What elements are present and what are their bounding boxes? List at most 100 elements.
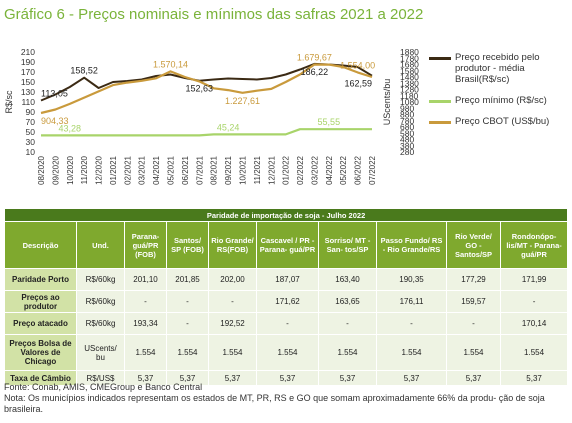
chart-title: Gráfico 6 - Preços nominais e mínimos da… (4, 6, 424, 23)
data-label: 55,55 (318, 117, 341, 127)
table-cell: 171,99 (499, 268, 569, 291)
table-cell: - (124, 290, 167, 313)
y-right-tick-label: 280 (400, 147, 414, 157)
table-cell: - (318, 312, 377, 335)
table-cell: 192,52 (208, 312, 257, 335)
table-cell: 1.554 (208, 334, 257, 371)
data-label: 45,24 (217, 122, 240, 132)
x-tick-label: 04/2021 (152, 155, 161, 184)
legend-item-produtor: Preço recebido pelo produtor - média Bra… (427, 52, 572, 85)
table-cell: - (499, 290, 569, 313)
x-tick-label: 11/2021 (253, 155, 262, 184)
table-row: Preço atacado R$/60kg 193,34-192,52- - - -170… (4, 312, 569, 335)
table-cell: 190,35 (376, 268, 447, 291)
table-cell: 1.554 (124, 334, 167, 371)
data-label: 1.554,00 (340, 60, 375, 70)
table-cell: 177,29 (446, 268, 501, 291)
y-right-tick-label: 880 (400, 110, 414, 120)
table-row-label: Preços Bolsa de Valores de Chicago (4, 334, 77, 371)
y-left-tick-label: 170 (21, 67, 35, 77)
parity-table: Paridade de importação de soja - Julho 2… (3, 208, 569, 386)
x-tick-label: 09/2021 (224, 155, 233, 184)
x-tick-label: 06/2021 (181, 155, 190, 184)
table-header-cell: Cascavel / PR - Parana- guá/PR (256, 221, 319, 269)
x-tick-label: 04/2022 (325, 155, 334, 184)
legend-item-cbot: Preço CBOT (US$/bu) (427, 116, 572, 127)
table-header-cell: Passo Fundo/ RS - Rio Grande/RS (376, 221, 447, 269)
table-header-cell: Und. (76, 221, 125, 269)
series-line-2 (40, 63, 373, 115)
data-label: 1.679,67 (297, 53, 332, 63)
y-right-tick-label: 680 (400, 122, 414, 132)
data-label: 186,22 (301, 67, 329, 77)
table-cell: 1.554 (318, 334, 377, 371)
y-left-tick-label: 30 (26, 137, 36, 147)
legend-swatch-minimo (429, 100, 451, 103)
x-tick-label: 06/2022 (354, 155, 363, 184)
table-caption: Paridade de importação de soja - Julho 2… (3, 208, 569, 222)
x-tick-label: 08/2021 (210, 155, 219, 184)
data-label: 152,63 (186, 84, 214, 94)
table-header-row: Descrição Und. Parana- guá/PR (FOB) Santos/… (4, 221, 569, 269)
y-left-tick-label: 130 (21, 87, 35, 97)
table-cell: 1.554 (499, 334, 569, 371)
y-left-tick-label: 190 (21, 57, 35, 67)
x-tick-label: 11/2020 (80, 155, 89, 184)
x-tick-label: 12/2021 (267, 155, 276, 184)
chart-legend: Preço recebido pelo produtor - média Bra… (427, 52, 572, 137)
x-tick-label: 03/2022 (310, 155, 319, 184)
data-label: 113,05 (41, 88, 68, 98)
y-right-tick-label: 1180 (400, 91, 419, 101)
data-label: 162,59 (344, 79, 372, 89)
table-row-unit: R$/US$ (76, 370, 125, 386)
table-cell: 170,14 (499, 312, 569, 335)
x-tick-label: 03/2021 (138, 155, 147, 184)
y-left-tick-label: 210 (21, 47, 35, 57)
table-row-unit: R$/60kg (76, 268, 125, 291)
data-label: 43,28 (59, 123, 82, 133)
table-cell: 187,07 (256, 268, 319, 291)
table-cell: 5,37 (166, 370, 209, 386)
data-label: 1.570,14 (153, 59, 188, 69)
y-left-tick-label: 50 (26, 127, 36, 137)
table-cell: 5,37 (318, 370, 377, 386)
y-right-axis-label: UScents/bu (382, 79, 392, 126)
table-cell: 1.554 (256, 334, 319, 371)
table-caption-row: Paridade de importação de soja - Julho 2… (3, 208, 569, 222)
y-right-tick-label: 980 (400, 103, 414, 113)
table-header-cell: Santos/ SP (FOB) (166, 221, 209, 269)
table-row-unit: R$/60kg (76, 312, 125, 335)
y-right-tick-label: 1880 (400, 47, 419, 57)
table-cell: 5,37 (256, 370, 319, 386)
table-cell: 5,37 (446, 370, 501, 386)
legend-label-minimo: Preço mínimo (R$/sc) (455, 95, 547, 106)
table-cell: 201,85 (166, 268, 209, 291)
table-row-label: Taxa de Câmbio (4, 370, 77, 386)
table-cell: 201,10 (124, 268, 167, 291)
x-tick-label: 09/2020 (51, 155, 60, 184)
table-cell: - (376, 312, 447, 335)
y-left-tick-label: 10 (26, 147, 36, 157)
data-label: 1.227,61 (225, 96, 260, 106)
table-header-cell: Descrição (4, 221, 77, 269)
legend-label-produtor: Preço recebido pelo produtor - média Bra… (455, 52, 540, 85)
legend-swatch-cbot (429, 121, 451, 124)
data-label: 904,33 (41, 116, 69, 126)
y-right-tick-label: 1480 (400, 72, 419, 82)
x-tick-label: 02/2021 (123, 155, 132, 184)
table-cell: 171,62 (256, 290, 319, 313)
footer: Fonte: Conab, AMIS, CMEGroup e Banco Cen… (4, 382, 572, 415)
x-tick-label: 07/2021 (195, 155, 204, 184)
table-row: Paridade Porto R$/60kg 201,10 201,85 202,00 1… (4, 268, 569, 291)
x-tick-label: 12/2020 (95, 155, 104, 184)
y-left-tick-label: 70 (26, 117, 36, 127)
y-right-tick-label: 780 (400, 116, 414, 126)
y-left-tick-label: 110 (21, 97, 35, 107)
y-right-tick-label: 1280 (400, 85, 419, 95)
table-row-unit: UScents/ bu (76, 334, 125, 371)
table-cell: 5,37 (499, 370, 569, 386)
x-tick-label: 07/2022 (368, 155, 377, 184)
legend-item-minimo: Preço mínimo (R$/sc) (427, 95, 572, 106)
table-row: Taxa de Câmbio R$/US$ 5,37 5,37 5,37 5,37 5,37… (4, 370, 569, 386)
x-tick-label: 01/2021 (109, 155, 118, 184)
